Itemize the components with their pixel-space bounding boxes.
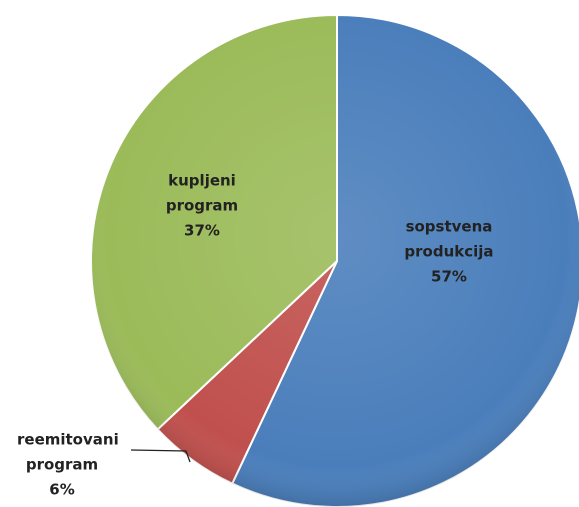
slice-label: kupljeni program 37% xyxy=(152,169,252,244)
category-label: sopstvena produkcija xyxy=(404,217,494,261)
category-label: reemitovani program xyxy=(17,430,119,474)
value-label: 6% xyxy=(49,480,75,499)
value-label: 37% xyxy=(184,221,220,240)
leader-line xyxy=(130,449,191,463)
slice-label: reemitovani program 6% xyxy=(17,428,119,503)
value-label: 57% xyxy=(431,267,467,286)
slice-label: sopstvena produkcija 57% xyxy=(394,215,504,290)
category-label: kupljeni program xyxy=(165,171,239,215)
